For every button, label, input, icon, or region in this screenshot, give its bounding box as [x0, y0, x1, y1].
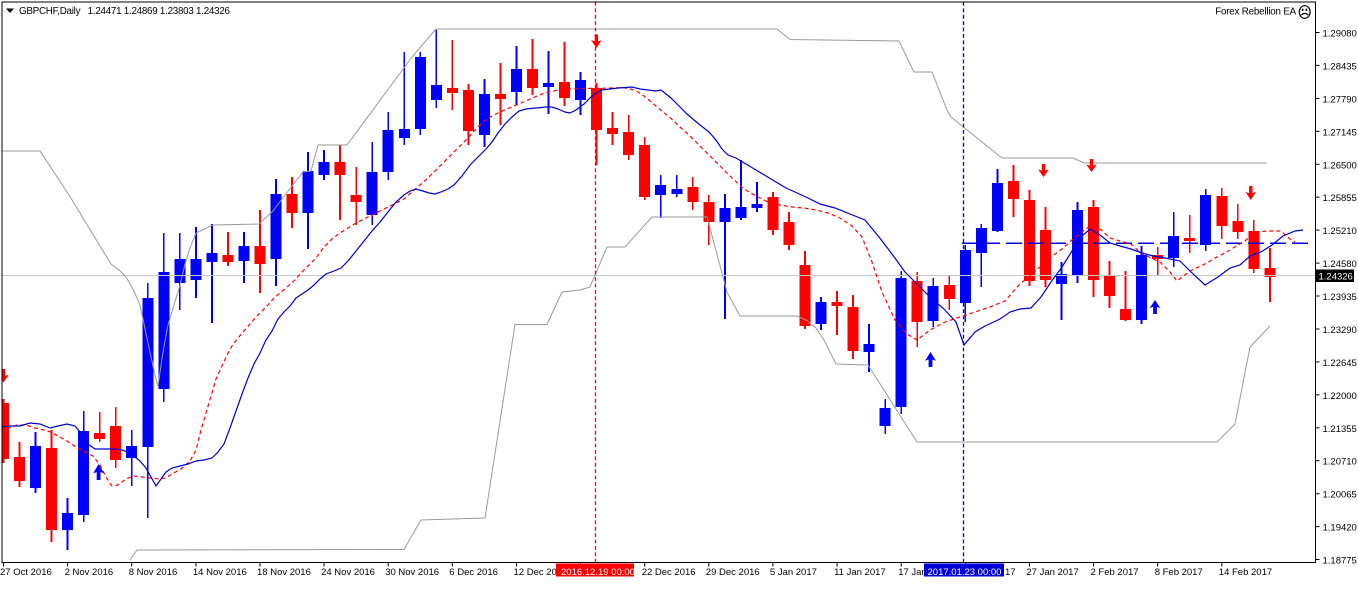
svg-text:27 Oct 2016: 27 Oct 2016 [0, 567, 52, 578]
svg-text:1.24326: 1.24326 [1319, 271, 1353, 282]
svg-text:18 Nov 2016: 18 Nov 2016 [257, 567, 311, 578]
svg-text:2 Nov 2016: 2 Nov 2016 [65, 567, 114, 578]
svg-text:22 Dec 2016: 22 Dec 2016 [642, 567, 696, 578]
svg-text:1.28435: 1.28435 [1323, 61, 1357, 72]
svg-text:24 Nov 2016: 24 Nov 2016 [321, 567, 375, 578]
svg-text:5 Jan 2017: 5 Jan 2017 [770, 567, 817, 578]
svg-text:1.25855: 1.25855 [1323, 193, 1357, 204]
svg-text:12 Dec 2016: 12 Dec 2016 [514, 567, 568, 578]
svg-text:11 Jan 2017: 11 Jan 2017 [834, 567, 886, 578]
svg-text:17: 17 [1005, 567, 1016, 578]
svg-text:1.18775: 1.18775 [1323, 556, 1357, 567]
svg-text:1.23935: 1.23935 [1323, 292, 1357, 303]
svg-text:6 Dec 2016: 6 Dec 2016 [449, 567, 498, 578]
svg-text:1.25210: 1.25210 [1323, 226, 1357, 237]
svg-text:1.27145: 1.27145 [1323, 127, 1357, 138]
svg-text:2 Feb 2017: 2 Feb 2017 [1091, 567, 1139, 578]
svg-text:14 Nov 2016: 14 Nov 2016 [193, 567, 247, 578]
svg-text:1.20710: 1.20710 [1323, 457, 1357, 468]
svg-text:1.23290: 1.23290 [1323, 325, 1357, 336]
svg-text:Forex Rebellion EA: Forex Rebellion EA [1215, 7, 1296, 18]
svg-text:1.24580: 1.24580 [1323, 259, 1357, 270]
svg-text:14 Feb 2017: 14 Feb 2017 [1219, 567, 1272, 578]
svg-text:1.19420: 1.19420 [1323, 523, 1357, 534]
svg-text:8 Nov 2016: 8 Nov 2016 [129, 567, 178, 578]
svg-text:GBPCHF,Daily 1.24471 1.24869: GBPCHF,Daily 1.24471 1.24869 1.23803 1.2… [19, 6, 231, 17]
svg-text:1.26500: 1.26500 [1323, 160, 1357, 171]
svg-text:1.21355: 1.21355 [1323, 424, 1357, 435]
svg-text:2016.12.19 00:00: 2016.12.19 00:00 [561, 567, 635, 578]
svg-text:1.29080: 1.29080 [1323, 29, 1357, 40]
svg-text:1.20065: 1.20065 [1323, 490, 1357, 501]
svg-text:8 Feb 2017: 8 Feb 2017 [1155, 567, 1203, 578]
svg-text:30 Nov 2016: 30 Nov 2016 [385, 567, 439, 578]
svg-text:27 Jan 2017: 27 Jan 2017 [1026, 567, 1078, 578]
svg-text:2017.01.23 00:00: 2017.01.23 00:00 [928, 567, 1002, 578]
svg-text:29 Dec 2016: 29 Dec 2016 [706, 567, 760, 578]
svg-text:1.27790: 1.27790 [1323, 94, 1357, 105]
svg-text:1.22645: 1.22645 [1323, 358, 1357, 369]
svg-text:1.22000: 1.22000 [1323, 391, 1357, 402]
